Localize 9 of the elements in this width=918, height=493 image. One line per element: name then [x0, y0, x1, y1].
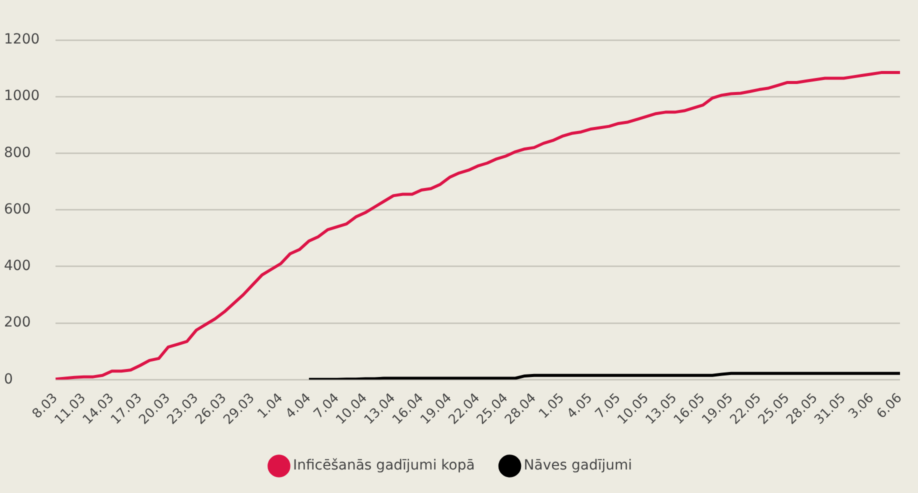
- y-tick-label: 600: [4, 201, 31, 218]
- y-tick-label: 400: [4, 258, 31, 274]
- y-tick-label: 200: [4, 314, 31, 331]
- y-tick-label: 1200: [4, 32, 40, 48]
- legend-label: Nāves gadījumi: [524, 458, 632, 474]
- y-tick-label: 800: [4, 144, 31, 161]
- y-tick-label: 1000: [4, 88, 40, 104]
- legend-label: Inficēšanās gadījumi kopā: [292, 458, 475, 474]
- y-tick-label: 0: [4, 371, 13, 388]
